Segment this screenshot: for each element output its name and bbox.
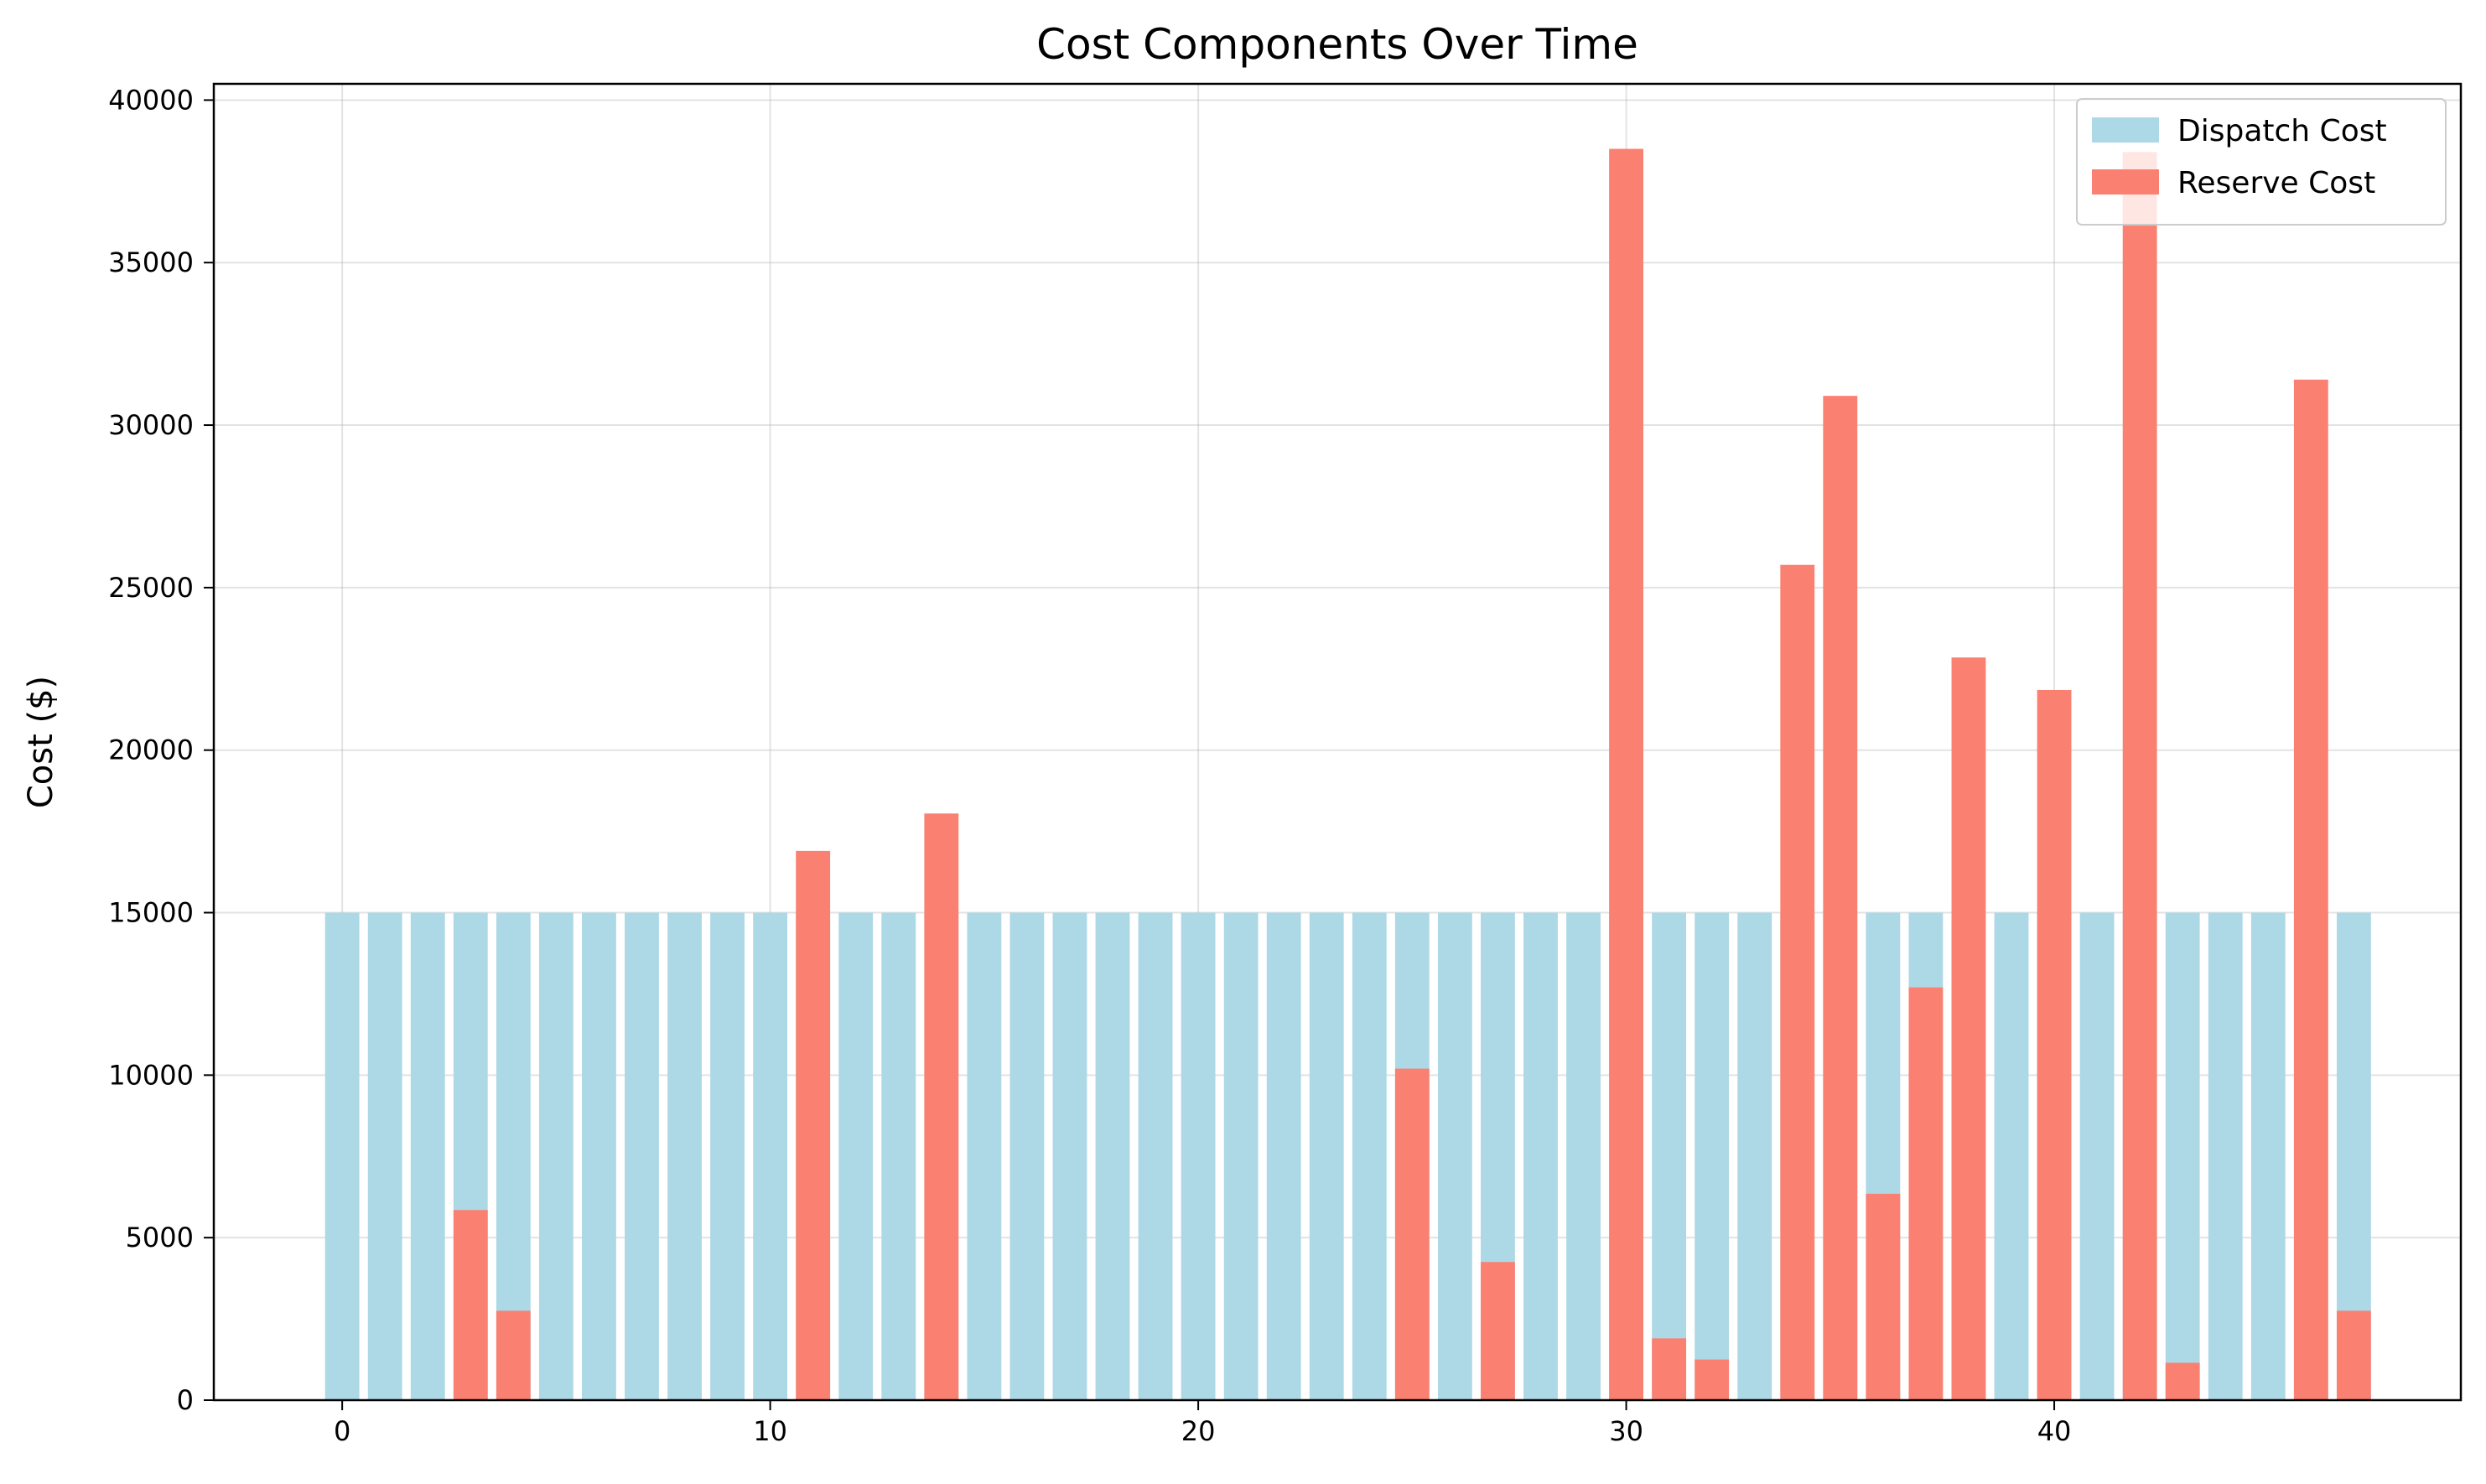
bar-dispatch-cost-43 xyxy=(2165,912,2200,1400)
bar-dispatch-cost-7 xyxy=(625,912,659,1400)
legend-label-reserve-cost: Reserve Cost xyxy=(2177,166,2375,200)
bar-dispatch-cost-26 xyxy=(1437,912,1472,1400)
bar-reserve-cost-25 xyxy=(1394,1068,1430,1400)
y-axis-title: Cost ($) xyxy=(22,676,60,808)
legend-box xyxy=(2076,98,2447,226)
y-tick-label-20000: 20000 xyxy=(108,734,194,766)
y-tick-label-5000: 5000 xyxy=(126,1222,194,1253)
bar-dispatch-cost-19 xyxy=(1138,912,1173,1400)
bar-dispatch-cost-9 xyxy=(710,912,745,1400)
axis-ticks: 0 10 20 30 40 0 5000 10000 15000 20000 25000 30000 3… xyxy=(108,84,2071,1447)
bar-reserve-cost-27 xyxy=(1481,1262,1515,1400)
x-tick-label-40: 40 xyxy=(2037,1415,2072,1447)
bar-dispatch-cost-10 xyxy=(753,912,788,1400)
bar-reserve-cost-42 xyxy=(2122,152,2157,1400)
bar-reserve-cost-3 xyxy=(453,1210,488,1400)
bar-dispatch-cost-33 xyxy=(1737,912,1772,1400)
bar-reserve-cost-30 xyxy=(1609,148,1643,1400)
bar-dispatch-cost-45 xyxy=(2250,912,2286,1400)
bar-dispatch-cost-17 xyxy=(1052,912,1087,1400)
bar-dispatch-cost-15 xyxy=(967,912,1002,1400)
bar-reserve-cost-35 xyxy=(1823,396,1858,1400)
bar-reserve-cost-47 xyxy=(2336,1310,2371,1400)
bar-dispatch-cost-28 xyxy=(1523,912,1558,1400)
bar-dispatch-cost-31 xyxy=(1652,912,1687,1400)
bar-dispatch-cost-23 xyxy=(1309,912,1344,1400)
legend-swatch-reserve-cost xyxy=(2092,169,2159,195)
bars xyxy=(324,148,2371,1401)
bar-dispatch-cost-29 xyxy=(1566,912,1601,1400)
x-tick-label-0: 0 xyxy=(334,1415,350,1447)
chart-title: Cost Components Over Time xyxy=(1036,20,1638,69)
x-tick-label-20: 20 xyxy=(1181,1415,1216,1447)
bar-reserve-cost-31 xyxy=(1652,1338,1687,1400)
bar-dispatch-cost-5 xyxy=(538,912,573,1400)
bar-dispatch-cost-18 xyxy=(1095,912,1130,1400)
bar-reserve-cost-43 xyxy=(2165,1362,2200,1400)
bar-dispatch-cost-39 xyxy=(1994,912,2029,1400)
y-tick-label-35000: 35000 xyxy=(108,246,194,278)
bar-dispatch-cost-6 xyxy=(582,912,616,1400)
legend: Dispatch Cost Reserve Cost xyxy=(2076,98,2447,226)
plot-frame xyxy=(212,82,2463,1402)
bar-reserve-cost-34 xyxy=(1780,564,1815,1400)
y-tick-label-15000: 15000 xyxy=(108,897,194,929)
bar-dispatch-cost-1 xyxy=(367,912,402,1400)
y-tick-label-0: 0 xyxy=(177,1384,194,1416)
bar-reserve-cost-32 xyxy=(1695,1359,1730,1400)
y-tick-label-25000: 25000 xyxy=(108,572,194,604)
bar-reserve-cost-36 xyxy=(1866,1193,1901,1400)
bar-reserve-cost-14 xyxy=(924,813,959,1400)
bar-dispatch-cost-24 xyxy=(1352,912,1387,1400)
bar-dispatch-cost-2 xyxy=(410,912,445,1400)
bar-reserve-cost-38 xyxy=(1951,657,1986,1400)
bar-reserve-cost-4 xyxy=(496,1310,531,1400)
bar-dispatch-cost-0 xyxy=(324,912,360,1400)
legend-swatch-dispatch-cost xyxy=(2092,117,2159,143)
y-tick-label-10000: 10000 xyxy=(108,1059,194,1091)
y-tick-label-30000: 30000 xyxy=(108,409,194,441)
bar-reserve-cost-37 xyxy=(1908,987,1944,1400)
bar-reserve-cost-11 xyxy=(796,850,831,1400)
bar-dispatch-cost-12 xyxy=(838,912,874,1400)
bar-dispatch-cost-13 xyxy=(881,912,916,1400)
bar-dispatch-cost-20 xyxy=(1181,912,1216,1400)
bar-dispatch-cost-22 xyxy=(1266,912,1301,1400)
bar-dispatch-cost-16 xyxy=(1009,912,1045,1400)
y-tick-label-40000: 40000 xyxy=(108,84,194,116)
bar-dispatch-cost-44 xyxy=(2208,912,2243,1400)
bar-dispatch-cost-32 xyxy=(1695,912,1730,1400)
bar-dispatch-cost-21 xyxy=(1223,912,1259,1400)
x-tick-label-30: 30 xyxy=(1609,1415,1643,1447)
bar-dispatch-cost-41 xyxy=(2079,912,2115,1400)
legend-label-dispatch-cost: Dispatch Cost xyxy=(2177,114,2387,148)
x-tick-label-10: 10 xyxy=(753,1415,787,1447)
bar-reserve-cost-40 xyxy=(2037,689,2072,1400)
bar-reserve-cost-46 xyxy=(2293,379,2328,1401)
bar-dispatch-cost-8 xyxy=(667,912,702,1400)
